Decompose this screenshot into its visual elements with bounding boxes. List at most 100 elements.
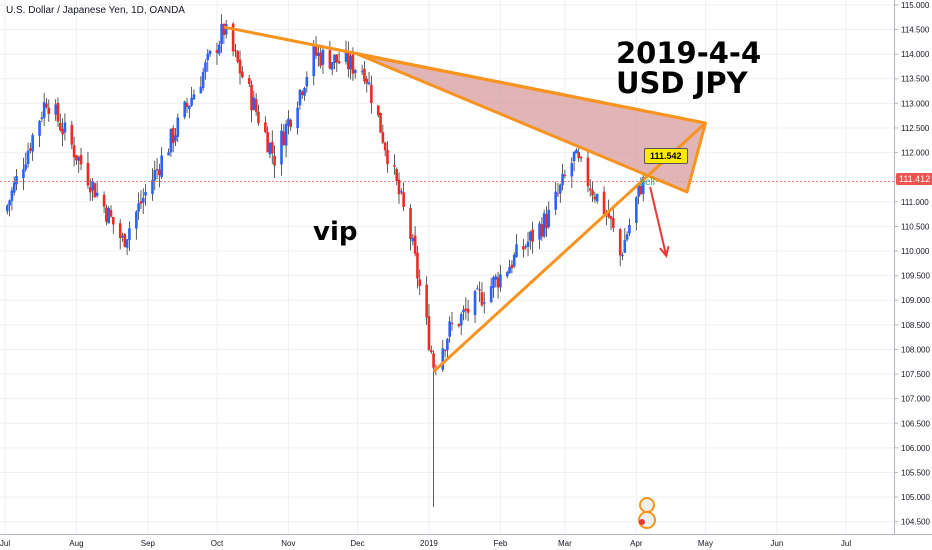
y-tick-label: 115.000 — [901, 1, 930, 10]
candle — [499, 264, 502, 292]
candle-body — [554, 191, 557, 210]
candle — [298, 88, 302, 110]
candle — [158, 163, 161, 188]
candle-body — [579, 156, 583, 159]
candle-body — [141, 197, 145, 203]
y-tick-label: 105.000 — [901, 493, 930, 502]
candle-body — [139, 201, 143, 204]
candle-body — [492, 277, 495, 288]
candle — [268, 141, 272, 159]
candle — [333, 54, 336, 70]
candle — [144, 184, 147, 206]
y-tick-label: 111.000 — [901, 198, 929, 207]
candle-body — [29, 148, 32, 151]
upper-trendline[interactable] — [223, 25, 706, 125]
candle-body — [641, 177, 645, 194]
candle-body — [376, 105, 380, 116]
candle-body — [109, 210, 113, 217]
candle-body — [577, 152, 581, 159]
candle-body — [413, 235, 417, 254]
candle — [400, 188, 403, 195]
candle — [314, 36, 318, 59]
candle-body — [54, 104, 57, 115]
candle — [252, 90, 256, 111]
candle — [296, 101, 299, 135]
candle — [141, 188, 145, 214]
candle-body — [199, 86, 203, 94]
candle — [321, 47, 325, 74]
candle-body — [266, 132, 269, 153]
candle — [282, 124, 286, 146]
candle-body — [155, 168, 159, 171]
candle — [353, 68, 357, 79]
candle-body — [478, 289, 481, 291]
candle-body — [123, 233, 127, 247]
candle — [409, 204, 412, 251]
candle-body — [321, 49, 325, 65]
x-tick-label: Apr — [630, 539, 643, 548]
candle — [70, 120, 74, 150]
candle — [247, 75, 251, 87]
candle-body — [303, 87, 306, 96]
candle — [135, 210, 138, 240]
candle-body — [499, 274, 502, 288]
candle-body — [31, 135, 34, 152]
candle — [337, 51, 341, 65]
candle-body — [300, 91, 304, 95]
x-tick-label: Sep — [141, 539, 156, 548]
candle-body — [558, 184, 562, 194]
candle — [206, 48, 210, 72]
candle — [77, 155, 81, 173]
candle-body — [171, 128, 175, 144]
candle-body — [224, 23, 228, 35]
y-tick-label: 109.500 — [901, 272, 930, 281]
candle — [174, 127, 177, 146]
y-tick-label: 114.000 — [901, 50, 930, 59]
candle-body — [395, 169, 398, 182]
candle — [215, 42, 219, 65]
candle-body — [158, 169, 161, 176]
candle-body — [409, 208, 412, 239]
candle-body — [466, 308, 470, 313]
candle-body — [135, 211, 138, 229]
candle-body — [400, 191, 403, 193]
candle — [478, 281, 481, 303]
candle-body — [494, 276, 498, 280]
candle-body — [56, 102, 60, 122]
price-badge: 111.542 — [644, 148, 688, 164]
y-tick-label: 104.500 — [901, 518, 930, 527]
candle-body — [531, 229, 534, 242]
candle-body — [639, 185, 643, 194]
candle-body — [510, 264, 514, 269]
candle — [111, 216, 115, 234]
candle — [236, 50, 240, 64]
candle-body — [381, 132, 385, 143]
candle — [45, 98, 48, 109]
price-axis[interactable] — [894, 0, 932, 550]
candle — [63, 113, 67, 141]
candle — [611, 206, 615, 233]
candle-body — [61, 128, 64, 135]
candle-body — [252, 97, 256, 110]
candle — [462, 305, 465, 321]
candle — [137, 192, 140, 220]
candle — [446, 337, 449, 358]
candle-body — [231, 23, 235, 52]
candle — [31, 133, 34, 161]
lower-trendline[interactable] — [432, 121, 707, 373]
sell-label: sell — [640, 177, 656, 188]
candle-body — [160, 155, 163, 177]
candle — [12, 176, 16, 196]
candle — [545, 206, 548, 237]
candle-body — [464, 308, 468, 311]
time-axis[interactable] — [0, 534, 932, 550]
candle — [473, 289, 477, 323]
candle — [42, 92, 46, 126]
candle — [199, 76, 203, 94]
candle — [448, 316, 451, 343]
candle-body — [118, 223, 122, 239]
candle-body — [206, 53, 210, 61]
forecast-arrow[interactable] — [649, 186, 668, 257]
